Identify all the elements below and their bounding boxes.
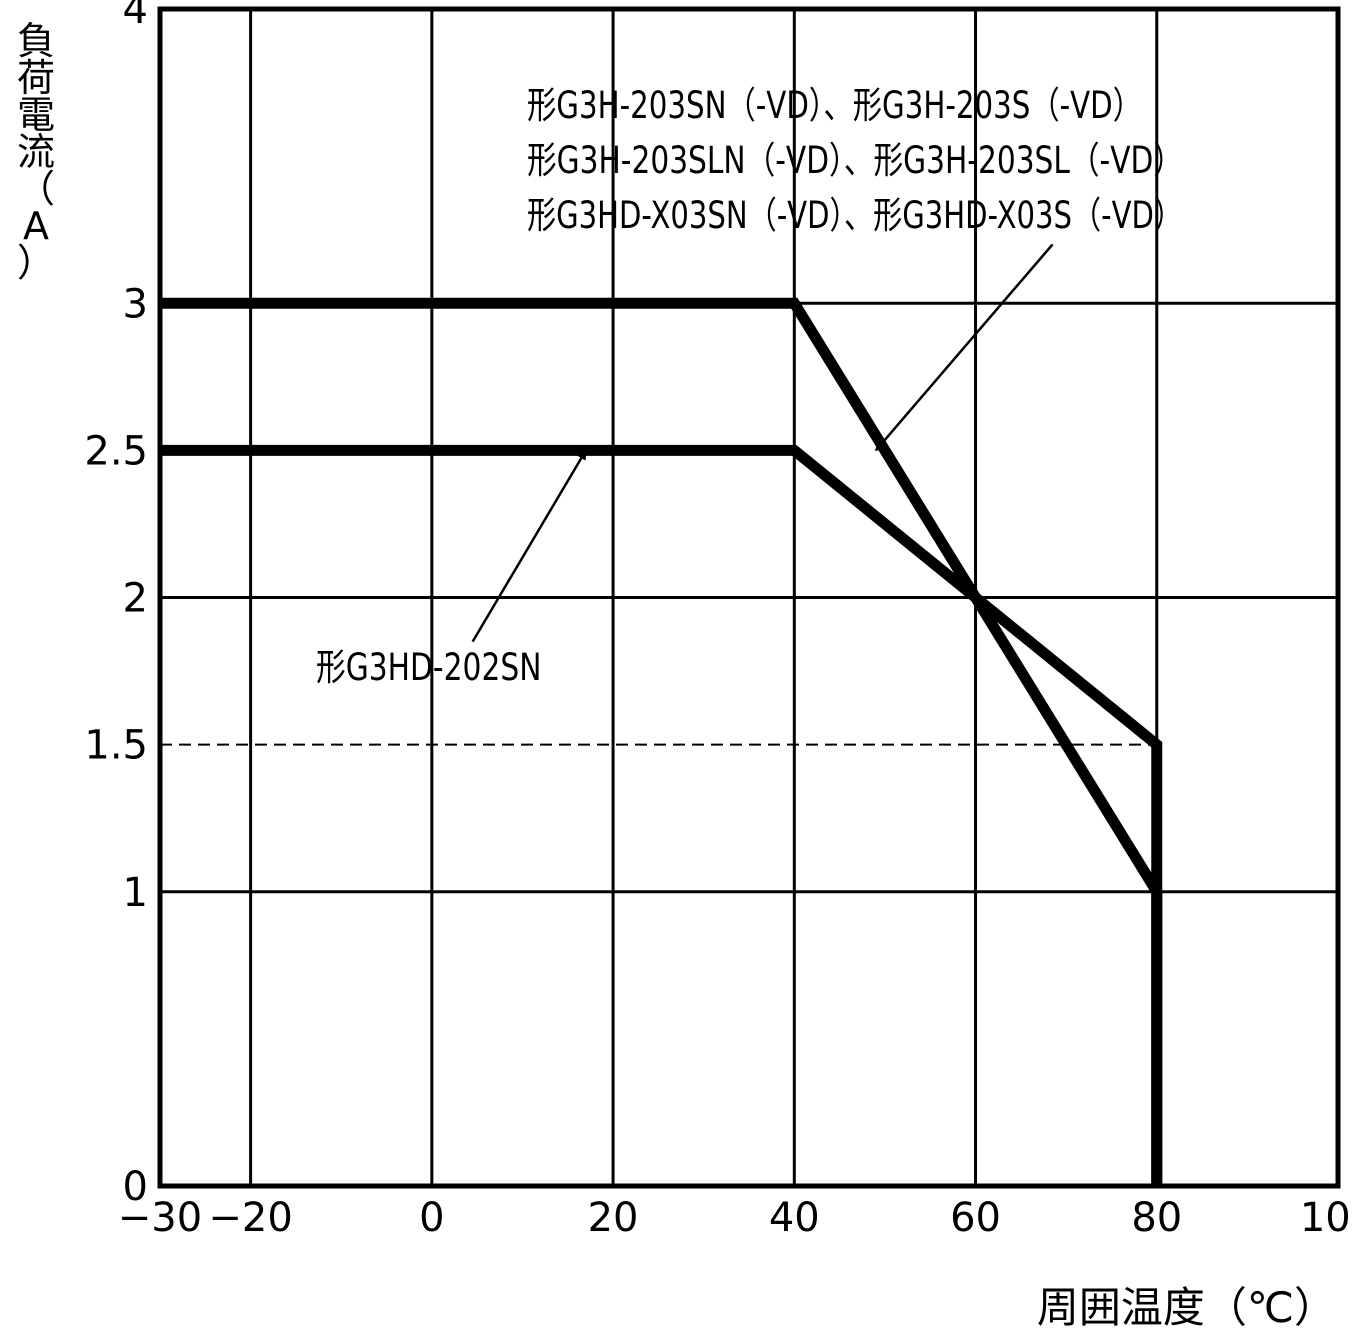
- y-label-char: A: [23, 204, 49, 248]
- y-tick-label: 4: [123, 0, 148, 33]
- x-axis-label: 周囲温度（℃）: [1037, 1283, 1336, 1332]
- y-tick-label: 2: [123, 576, 148, 622]
- y-tick-label: 2.5: [84, 428, 148, 474]
- annotation-text: 形G3HD-202SN: [316, 646, 542, 689]
- tick-labels: −30−20 0 20 40 60 80 100 0 1 1.5 2 2.5 3 4: [84, 0, 1352, 1241]
- x-tick-label: 60: [950, 1195, 1001, 1241]
- x-tick-label: 100: [1300, 1195, 1352, 1241]
- y-label-char: 電: [17, 93, 55, 137]
- annotation-arrow: [874, 243, 1054, 452]
- y-label-char: （: [17, 167, 55, 211]
- series-lines: [160, 297, 1163, 1186]
- series-line: [160, 444, 1163, 1186]
- x-tick-label: −20: [208, 1195, 292, 1241]
- y-label-char: 負: [17, 19, 55, 63]
- x-tick-label: 80: [1131, 1195, 1182, 1241]
- x-tick-label: 0: [419, 1195, 444, 1241]
- x-tick-label: −30: [118, 1195, 202, 1241]
- annotation-1: 形G3H-203SN（-VD）、形G3H-203S（-VD） 形G3H-203SL…: [527, 84, 1183, 452]
- annotation-text: 形G3HD-X03SN（-VD）、形G3HD-X03S（-VD）: [527, 194, 1183, 237]
- annotation-arrow: [471, 449, 587, 643]
- x-tick-label: 20: [588, 1195, 639, 1241]
- annotation-text: 形G3H-203SLN（-VD）、形G3H-203SL（-VD）: [527, 139, 1183, 182]
- x-tick-label: 40: [769, 1195, 820, 1241]
- y-label-char: 荷: [17, 56, 55, 100]
- y-tick-label: 1: [123, 870, 148, 916]
- y-label-char: ）: [17, 241, 55, 285]
- annotation-2: 形G3HD-202SN: [316, 449, 587, 689]
- annotations: 形G3H-203SN（-VD）、形G3H-203S（-VD） 形G3H-203SL…: [316, 84, 1183, 689]
- y-tick-label: 3: [123, 281, 148, 327]
- annotation-text: 形G3H-203SN（-VD）、形G3H-203S（-VD）: [527, 84, 1142, 127]
- y-tick-label: 0: [123, 1164, 148, 1210]
- y-label-char: 流: [17, 130, 55, 174]
- y-tick-label: 1.5: [84, 723, 148, 769]
- plot-frame: [157, 6, 1341, 1189]
